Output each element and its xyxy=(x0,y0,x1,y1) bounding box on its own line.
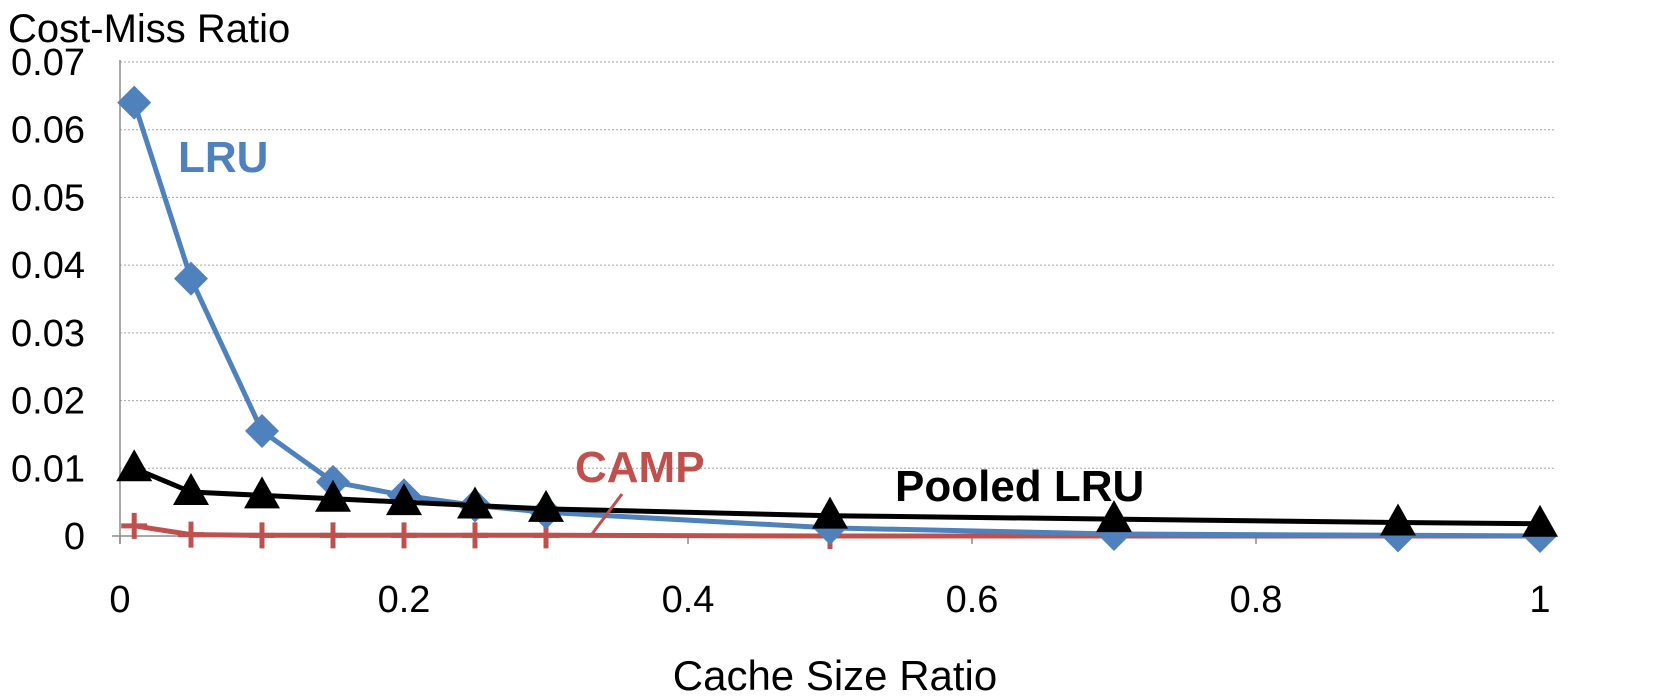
x-axis-label: Cache Size Ratio xyxy=(673,652,998,697)
series-label-lru: LRU xyxy=(178,133,268,182)
series xyxy=(116,85,1558,553)
data-point xyxy=(391,522,417,549)
data-point xyxy=(528,489,564,522)
y-tick-label: 0.06 xyxy=(11,110,85,152)
data-point xyxy=(173,472,209,505)
data-point xyxy=(812,496,848,529)
y-tick-label: 0.02 xyxy=(11,381,85,423)
data-point xyxy=(249,522,275,549)
camp-leader-line xyxy=(590,493,624,535)
data-point xyxy=(1380,503,1416,536)
data-point xyxy=(244,476,280,509)
data-point xyxy=(457,486,493,519)
y-tick-label: 0.07 xyxy=(11,42,85,84)
data-point xyxy=(178,521,204,548)
data-point xyxy=(116,449,153,482)
data-point xyxy=(320,522,346,549)
x-tick-label: 0.6 xyxy=(946,579,999,621)
x-tick-label: 0.8 xyxy=(1230,579,1283,621)
data-point xyxy=(121,512,148,539)
y-tick-label: 0.01 xyxy=(11,448,85,490)
data-point xyxy=(315,479,351,512)
y-tick-label: 0.05 xyxy=(11,177,85,219)
data-point xyxy=(462,522,488,549)
y-tick-label: 0.03 xyxy=(11,313,85,355)
series-label-camp: CAMP xyxy=(575,443,705,492)
y-tick-label: 0.04 xyxy=(11,245,85,287)
x-tick-label: 1 xyxy=(1529,579,1550,621)
x-tick-labels: 0 0.2 0.4 0.6 0.8 1 xyxy=(109,579,1550,621)
data-point xyxy=(117,85,152,120)
x-tick-label: 0.4 xyxy=(662,579,715,621)
data-point xyxy=(174,261,208,296)
data-point xyxy=(245,414,279,449)
series-line xyxy=(131,101,1541,539)
series-labels: LRU Pooled LRU CAMP xyxy=(178,133,1144,535)
series-pooled-lru xyxy=(116,449,1558,537)
y-tick-label: 0 xyxy=(64,516,85,558)
data-point xyxy=(1096,500,1132,533)
data-point xyxy=(1522,504,1558,537)
y-tick-labels: 0 0.01 0.02 0.03 0.04 0.05 0.06 0.07 xyxy=(11,42,85,558)
series-label-pooled-lru: Pooled LRU xyxy=(895,462,1144,511)
x-tick-label: 0 xyxy=(109,579,130,621)
grid-lines xyxy=(120,61,1555,469)
chart-title: Cost-Miss Ratio xyxy=(8,7,290,51)
x-tick-label: 0.2 xyxy=(378,579,431,621)
data-point xyxy=(386,483,422,516)
